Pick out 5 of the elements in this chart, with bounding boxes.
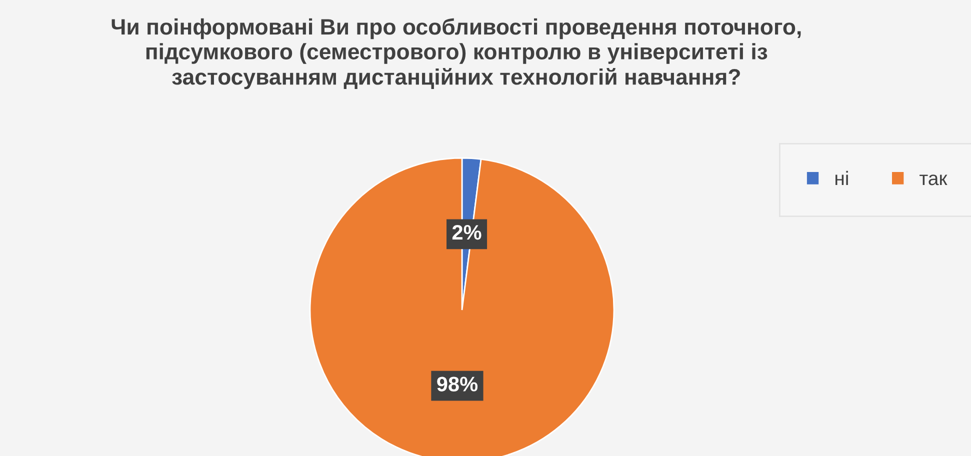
legend-label: ні — [836, 170, 848, 186]
data-label: 2% — [452, 224, 482, 240]
legend-label: так — [920, 174, 948, 186]
chart-title: Чи поінформовані Ви про особливості проведення поточного, підсумкового (семестрового) контролю в університеті із застосуванням дистанційних технологій навчання? — [112, 18, 801, 90]
data-label: 98% — [437, 376, 478, 392]
